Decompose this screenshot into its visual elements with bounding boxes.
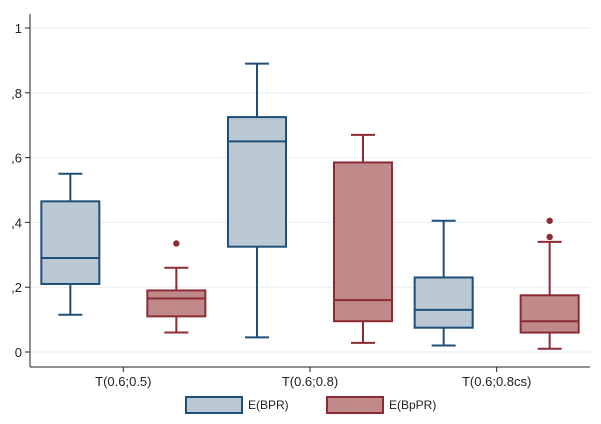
iqr-box bbox=[146, 289, 207, 318]
legend-item: E(BPR) bbox=[185, 396, 289, 414]
box-E(BpPR)-T(0.6;0.5) bbox=[146, 240, 207, 334]
x-tick-label: T(0.6;0.8cs) bbox=[462, 374, 531, 389]
legend-item: E(BpPR) bbox=[326, 396, 436, 414]
legend-swatch bbox=[326, 396, 384, 414]
legend-label: E(BpPR) bbox=[389, 398, 436, 412]
legend-label: E(BPR) bbox=[248, 398, 289, 412]
y-tick-label: 0 bbox=[15, 345, 22, 360]
gridlines bbox=[30, 27, 590, 353]
iqr-box bbox=[333, 161, 393, 323]
x-tick-label: T(0.6;0.5) bbox=[95, 374, 151, 389]
iqr-box bbox=[40, 200, 101, 285]
outlier-point bbox=[546, 217, 553, 224]
axes: 0 ,2 ,4 ,6 ,8 1 T(0.6;0.5) T(0.6;0.8) T(0.6;0.8c… bbox=[11, 14, 590, 389]
y-tick-label: ,2 bbox=[11, 280, 22, 295]
y-tick-label: 1 bbox=[15, 21, 22, 36]
box-E(BPR)-T(0.6;0.8cs) bbox=[413, 219, 474, 347]
y-tick-label: ,8 bbox=[11, 86, 22, 101]
iqr-box bbox=[519, 294, 580, 334]
x-tick-label: T(0.6;0.8) bbox=[282, 374, 338, 389]
y-tick-label: ,4 bbox=[11, 215, 22, 230]
legend-swatch bbox=[185, 396, 243, 414]
box-E(BpPR)-T(0.6;0.8cs) bbox=[519, 217, 580, 350]
iqr-box bbox=[227, 116, 287, 248]
iqr-box bbox=[413, 276, 474, 329]
y-tick-label: ,6 bbox=[11, 151, 22, 166]
box-E(BpPR)-T(0.6;0.8) bbox=[333, 133, 393, 344]
box-E(BPR)-T(0.6;0.8) bbox=[227, 62, 287, 339]
box-E(BPR)-T(0.6;0.5) bbox=[40, 172, 101, 316]
legend: E(BPR) E(BpPR) bbox=[185, 396, 436, 414]
outlier-point bbox=[173, 240, 180, 247]
boxes bbox=[40, 62, 580, 350]
outlier-point bbox=[546, 233, 553, 241]
